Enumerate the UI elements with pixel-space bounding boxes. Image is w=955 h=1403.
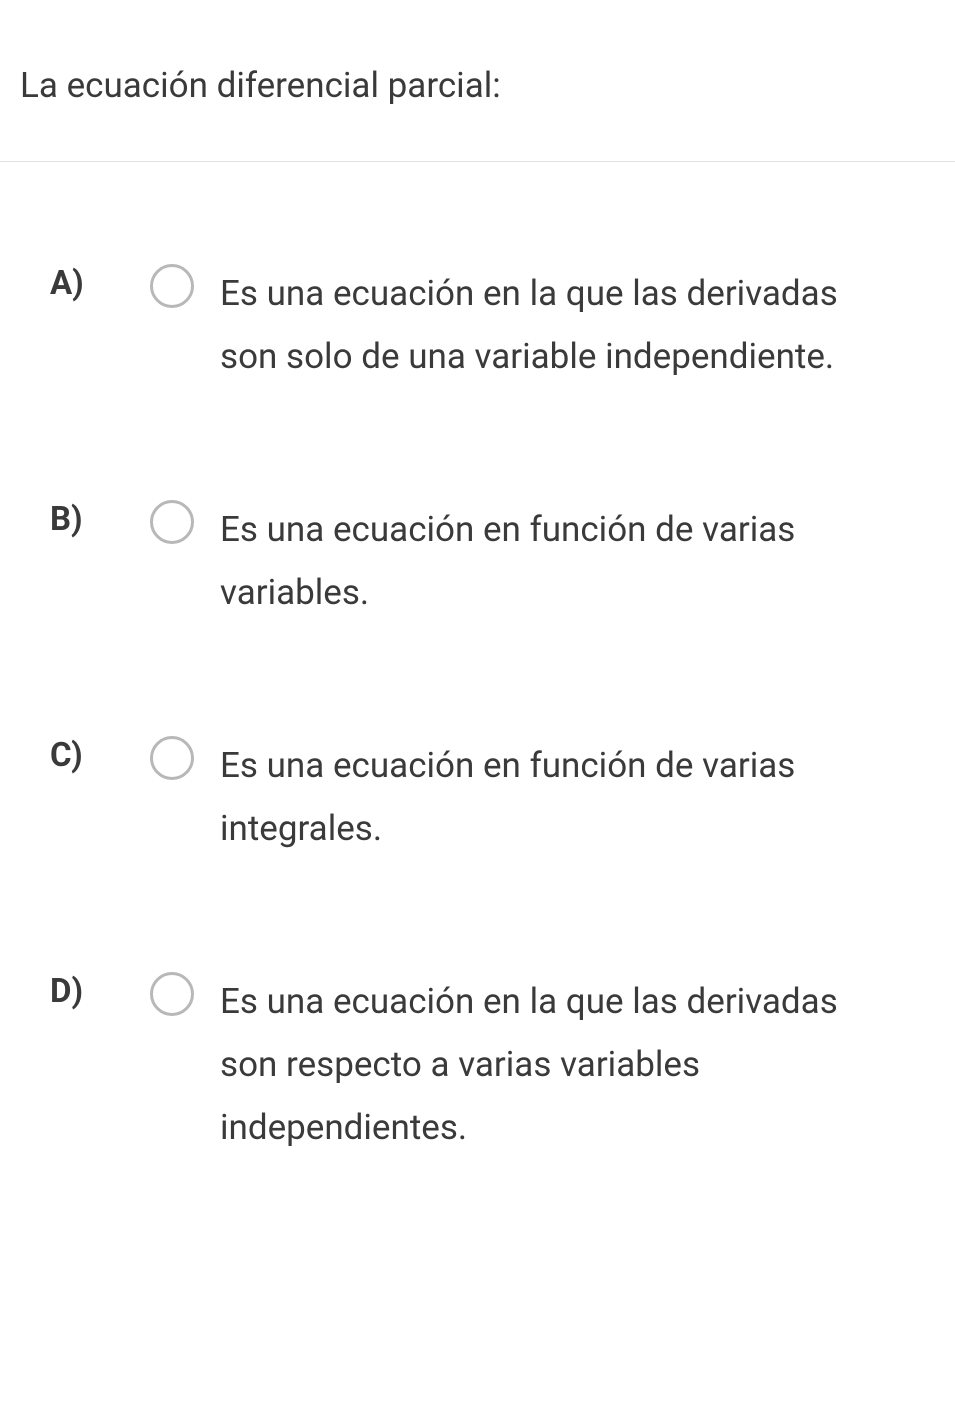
option-label-b: B) <box>50 498 100 539</box>
question-header: La ecuación diferencial parcial: <box>0 0 955 162</box>
question-text: La ecuación diferencial parcial: <box>20 65 935 106</box>
radio-button-c[interactable] <box>150 736 194 780</box>
option-text-a: Es una ecuación en la que las derivadas … <box>220 262 905 388</box>
radio-wrapper-b <box>100 498 220 544</box>
option-label-c: C) <box>50 734 100 775</box>
radio-button-d[interactable] <box>150 972 194 1016</box>
radio-wrapper-d <box>100 970 220 1016</box>
radio-wrapper-c <box>100 734 220 780</box>
option-row-b: B) Es una ecuación en función de varias … <box>50 498 905 624</box>
option-label-a: A) <box>50 262 100 303</box>
option-text-d: Es una ecuación en la que las derivadas … <box>220 970 905 1159</box>
option-row-d: D) Es una ecuación en la que las derivad… <box>50 970 905 1159</box>
option-text-b: Es una ecuación en función de varias var… <box>220 498 905 624</box>
option-label-d: D) <box>50 970 100 1011</box>
option-row-c: C) Es una ecuación en función de varias … <box>50 734 905 860</box>
option-text-c: Es una ecuación en función de varias int… <box>220 734 905 860</box>
radio-button-a[interactable] <box>150 264 194 308</box>
options-container: A) Es una ecuación en la que las derivad… <box>0 162 955 1159</box>
radio-button-b[interactable] <box>150 500 194 544</box>
radio-wrapper-a <box>100 262 220 308</box>
option-row-a: A) Es una ecuación en la que las derivad… <box>50 262 905 388</box>
